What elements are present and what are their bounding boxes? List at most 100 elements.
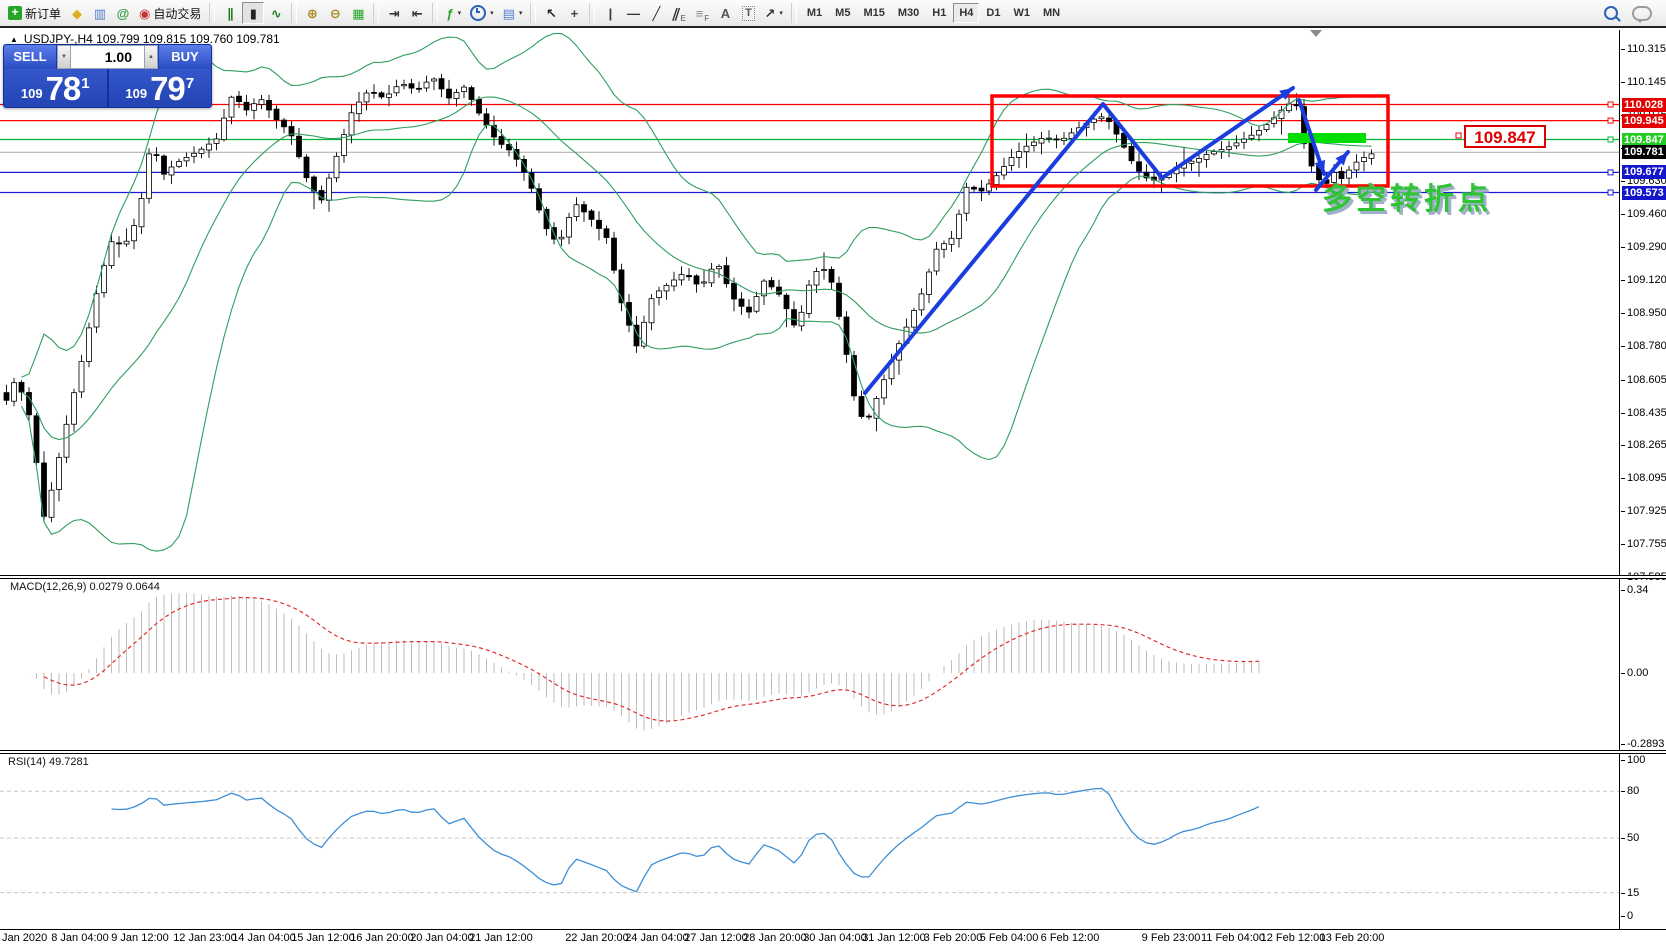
time-label: 31 Jan 12:00 [862, 932, 926, 944]
time-label: 21 Jan 12:00 [469, 932, 533, 944]
new-order-button[interactable]: + 新订单 [4, 2, 65, 24]
buy-price[interactable]: 109 79 7 [106, 69, 212, 107]
timeframe-h4[interactable]: H4 [953, 3, 980, 23]
time-label: 14 Jan 04:00 [232, 932, 296, 944]
chart-shift-button[interactable]: ⇤ [406, 2, 428, 24]
level-price-label: 109.677 [1622, 165, 1666, 179]
crosshair-button[interactable]: + [563, 2, 585, 24]
buy-button[interactable]: BUY [158, 45, 211, 69]
price-callout-box[interactable]: 109.847 [1464, 125, 1546, 148]
metaeditor-button[interactable]: ◆ [66, 2, 88, 24]
rsi-scale-tick: 15 [1621, 887, 1639, 899]
indicators-button[interactable]: ƒ ▾ [442, 2, 465, 24]
fibonacci-button[interactable]: ≡ F [691, 2, 713, 24]
price-tick: 110.315 [1621, 43, 1666, 55]
zoom-out-button[interactable]: ⊖ [324, 2, 346, 24]
equidistant-channel-button[interactable]: ∥ E [668, 2, 690, 24]
line-chart-button[interactable]: ∿ [265, 2, 287, 24]
text-icon: A [720, 5, 731, 21]
auto-scroll-button[interactable]: ⇥ [383, 2, 405, 24]
buy-price-handle: 109 [125, 86, 148, 101]
tile-windows-button[interactable]: ▦ [347, 2, 369, 24]
periods-button[interactable]: ▾ [466, 2, 498, 24]
collapse-icon[interactable]: ▲ [10, 34, 18, 44]
main-chart-canvas[interactable] [0, 30, 1619, 575]
time-label: 16 Jan 20:00 [350, 932, 414, 944]
time-label: 30 Jan 04:00 [803, 932, 867, 944]
text-button[interactable]: A [714, 2, 736, 24]
timeframe-mn[interactable]: MN [1042, 7, 1061, 19]
zoom-in-icon: ⊕ [306, 5, 318, 21]
level-price-label: 109.573 [1622, 186, 1666, 200]
arrows-button[interactable]: ↗ ▾ [760, 2, 786, 24]
text-label-button[interactable]: T [737, 2, 759, 24]
navigator-button[interactable]: @ [112, 2, 134, 24]
search-icon[interactable] [1604, 6, 1618, 20]
icon-suffix: E [680, 14, 686, 23]
level-price-label: 109.847 [1622, 133, 1666, 147]
toolbar-right-icons [1604, 5, 1662, 23]
bar-chart-button[interactable]: ∥ [219, 2, 241, 24]
macd-scale-tick: 0.00 [1621, 667, 1648, 679]
sell-button[interactable]: SELL [4, 45, 57, 69]
current-price-label: 109.781 [1622, 145, 1666, 159]
volume-increase-button[interactable]: ▲ [144, 45, 158, 69]
timeframe-m30[interactable]: M30 [897, 7, 920, 19]
timeframe-m15[interactable]: M15 [863, 7, 885, 19]
cursor-button[interactable]: ↖ [540, 2, 562, 24]
one-click-trading-panel: SELL ▼ 1.00 ▲ BUY 109 78 1 109 79 7 [3, 44, 212, 108]
templates-button[interactable]: ▤ ▾ [499, 2, 527, 24]
market-watch-icon: ▥ [93, 5, 107, 21]
time-label: 8 Jan 04:00 [51, 932, 109, 944]
chevron-down-icon: ▾ [490, 10, 494, 17]
pane-separator[interactable] [0, 750, 1666, 754]
sell-price-pips: 78 [45, 70, 82, 107]
timeframe-w1[interactable]: W1 [1013, 7, 1030, 19]
candlestick-chart-icon: ▮ [249, 5, 257, 21]
indicators-icon: ƒ [446, 5, 454, 21]
toolbar-separator [291, 3, 298, 23]
toolbar-separator [790, 3, 797, 23]
trendline-icon: ╱ [652, 5, 661, 21]
timeframe-m5[interactable]: M5 [835, 7, 851, 19]
market-watch-button[interactable]: ▥ [89, 2, 111, 24]
macd-scale-tick: 0.34 [1621, 584, 1648, 596]
timeframe-h1[interactable]: H1 [932, 7, 947, 19]
rsi-pane[interactable] [0, 754, 1619, 928]
trendline-button[interactable]: ╱ [645, 2, 667, 24]
pane-separator[interactable] [0, 575, 1666, 579]
rsi-scale-tick: 50 [1621, 832, 1639, 844]
buy-price-point: 7 [185, 75, 195, 92]
price-tick: 108.605 [1621, 374, 1666, 386]
timeframe-m1[interactable]: M1 [806, 7, 823, 19]
auto-trading-button[interactable]: ◉ 自动交易 [135, 2, 205, 24]
horizontal-line-button[interactable]: — [622, 2, 644, 24]
chevron-down-icon: ▾ [518, 10, 523, 17]
time-label: 13 Feb 20:00 [1319, 932, 1385, 944]
candlestick-chart-button[interactable]: ▮ [242, 2, 265, 24]
price-tick: 108.095 [1621, 472, 1666, 484]
time-label: 20 Jan 04:00 [410, 932, 474, 944]
vertical-line-button[interactable]: | [599, 2, 621, 24]
time-label: 15 Jan 12:00 [291, 932, 355, 944]
price-tick: 109.290 [1621, 241, 1666, 253]
price-tick: 108.265 [1621, 439, 1666, 451]
price-tick: 107.755 [1621, 538, 1666, 550]
volume-decrease-button[interactable]: ▼ [57, 45, 71, 69]
fibonacci-icon: ≡ [695, 5, 704, 21]
chart-shift-icon: ⇤ [411, 5, 423, 21]
timeframe-d1[interactable]: D1 [986, 7, 1001, 19]
chat-icon[interactable] [1632, 5, 1652, 23]
volume-input[interactable]: 1.00 [71, 45, 144, 69]
zoom-out-icon: ⊖ [329, 5, 341, 21]
time-label: 27 Jan 12:00 [684, 932, 748, 944]
price-axis: 110.315110.145109.975109.805109.630109.4… [1619, 30, 1666, 929]
time-label: 11 Feb 04:00 [1200, 932, 1266, 944]
macd-pane[interactable] [0, 579, 1619, 750]
arrows-icon: ↗ [764, 5, 776, 21]
navigator-icon: @ [116, 5, 130, 21]
periods-icon [470, 5, 487, 21]
sell-price[interactable]: 109 78 1 [4, 69, 107, 107]
zoom-in-button[interactable]: ⊕ [301, 2, 323, 24]
auto-trading-button-label: 自动交易 [153, 6, 202, 21]
